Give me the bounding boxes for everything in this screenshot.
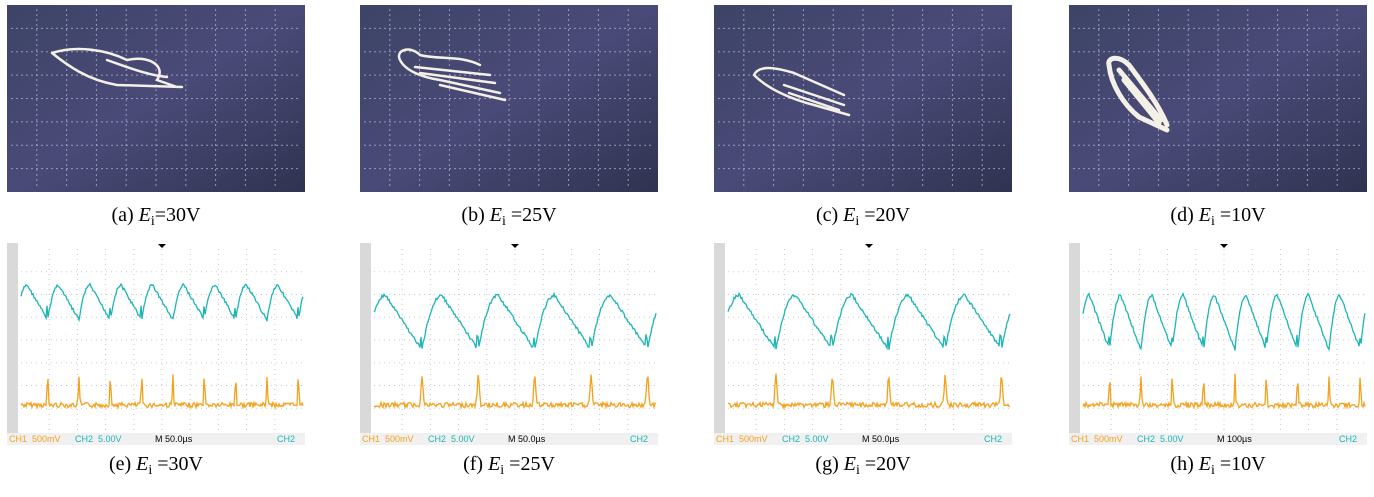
trace [397,48,507,102]
caption-symbol: E [842,204,855,226]
ch1-setting: CH1 500mV [362,434,414,444]
caption: (h) Ei =10V [1170,453,1266,478]
scope-strip [1069,243,1080,433]
scope-panel: CH1 500mV CH2 5.00V M 50.0µs CH2 (e) Ei =30V [7,243,305,478]
ch2-trace [20,282,304,323]
trigger-source: CH2 [1339,434,1357,444]
caption-label: (g) [815,453,838,475]
photo-panel: (a) Ei=30V [7,5,305,229]
ch2-setting: CH2 5.00V [428,434,475,444]
caption: (g) Ei =20V [815,453,911,478]
caption-symbol: E [1198,453,1211,475]
caption-value: =30V [155,204,201,226]
scope-strip [360,243,371,433]
scope-bar [714,433,1012,445]
scope-panel: CH1 500mV CH2 5.00V M 50.0µs CH2 (g) Ei =20V [714,243,1012,478]
caption-subscript: i [500,463,504,478]
trigger-marker [1220,244,1228,248]
caption-label: (e) [109,453,131,475]
timebase: M 50.0µs [508,434,546,444]
scope-bg [7,243,305,445]
caption-symbol: E [489,204,502,226]
caption-symbol: E [487,453,500,475]
caption-subscript: i [1211,214,1215,229]
caption: (a) Ei=30V [111,204,201,229]
caption: (d) Ei =10V [1170,204,1266,229]
caption: (b) Ei =25V [461,204,557,229]
caption-value: =30V [152,453,203,475]
caption-label: (d) [1170,204,1193,226]
trace [50,47,184,89]
caption-subscript: i [151,214,155,229]
scope-bar [7,433,305,445]
ch1-setting: CH1 500mV [1071,434,1123,444]
trace [1106,55,1170,133]
ch1-setting: CH1 500mV [716,434,768,444]
caption-subscript: i [855,214,859,229]
caption-subscript: i [1211,463,1215,478]
photo-panel: (c) Ei =20V [714,5,1012,229]
caption-subscript: i [148,463,152,478]
timebase: M 50.0µs [155,434,193,444]
trigger-marker [511,244,519,248]
caption-value: =20V [860,453,911,475]
caption-subscript: i [502,214,506,229]
caption-value: =10V [1215,453,1266,475]
trace [752,66,851,117]
caption: (f) Ei =25V [463,453,555,478]
ch2-setting: CH2 5.00V [75,434,122,444]
ch1-trace [20,374,304,410]
photo-panel: (b) Ei =25V [360,5,658,229]
caption-value: =25V [504,453,555,475]
caption: (c) Ei =20V [816,204,911,229]
ch2-setting: CH2 5.00V [1137,434,1184,444]
ch1-trace [373,374,657,410]
caption-symbol: E [138,204,151,226]
timebase: M 50.0µs [862,434,900,444]
caption-label: (a) [111,204,133,226]
caption-symbol: E [843,453,856,475]
scope-strip [7,243,18,433]
caption-subscript: i [856,463,860,478]
trigger-marker [865,244,873,248]
scope-bg [714,243,1012,445]
trigger-source: CH2 [277,434,295,444]
caption-value: =10V [1215,204,1266,226]
scope-panel: CH1 500mV CH2 5.00V M 100µs CH2 (h) Ei =10V [1069,243,1367,478]
ch1-trace [727,373,1011,410]
trigger-source: CH2 [630,434,648,444]
caption-symbol: E [1198,204,1211,226]
caption-label: (f) [463,453,483,475]
scope-panel: CH1 500mV CH2 5.00V M 50.0µs CH2 (f) Ei =25V [360,243,658,478]
ch1-trace [1082,373,1366,410]
caption-value: =25V [506,204,557,226]
ch1-setting: CH1 500mV [9,434,61,444]
caption-label: (h) [1170,453,1193,475]
ch2-trace [727,291,1011,351]
caption-label: (c) [816,204,838,226]
ch2-trace [1082,291,1366,352]
trigger-marker [158,244,166,248]
caption: (e) Ei =30V [109,453,204,478]
scope-strip [714,243,725,433]
caption-label: (b) [461,204,484,226]
ch2-setting: CH2 5.00V [782,434,829,444]
scope-bar [360,433,658,445]
caption-symbol: E [135,453,148,475]
ch2-trace [373,291,657,349]
caption-value: =20V [859,204,910,226]
timebase: M 100µs [1217,434,1252,444]
photo-panel: (d) Ei =10V [1069,5,1367,229]
scope-bg [360,243,658,445]
trigger-source: CH2 [984,434,1002,444]
scope-bar [1069,433,1367,445]
scope-bg [1069,243,1367,445]
